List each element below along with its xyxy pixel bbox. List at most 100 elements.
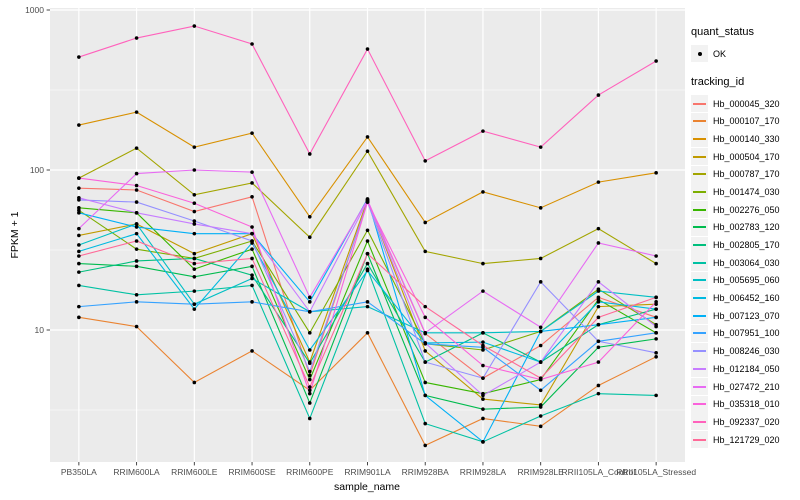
data-point [250,225,254,229]
x-tick-label: RRII105LA_Control [562,467,636,477]
legend-label: Hb_035318_010 [713,399,780,410]
data-point [538,145,543,149]
data-point [77,254,81,258]
data-point [307,361,312,366]
legend-item-Hb_027472_210: Hb_027472_210 [691,378,799,396]
data-point [307,416,312,421]
data-point [134,324,139,329]
legend-key-line-icon [691,218,708,236]
data-point [596,93,601,97]
data-point [77,206,81,210]
data-point [654,254,658,258]
series-points-Hb_000107_170 [77,315,658,448]
legend-label: Hb_006452_160 [713,293,780,304]
series-points-Hb_092337_020 [77,24,658,163]
data-point [538,388,543,393]
legend-key-line-icon [691,236,708,254]
data-point [307,373,312,378]
legend-key-line-icon [691,271,708,289]
data-point [77,315,81,320]
legend-label: Hb_000787_170 [713,169,780,180]
data-point [307,391,312,396]
data-point [538,280,543,284]
legend-item-Hb_000140_330: Hb_000140_330 [691,130,799,148]
legend-item-Hb_000787_170: Hb_000787_170 [691,165,799,183]
data-point [77,270,81,274]
legend-label: Hb_092337_020 [713,416,780,427]
x-axis-title: sample_name [334,481,400,493]
legend-label: Hb_008246_030 [713,346,780,357]
data-point [307,295,312,300]
data-point [538,376,543,380]
data-point [307,235,312,240]
data-point [596,315,601,320]
data-point [250,181,254,185]
data-point [250,300,254,304]
data-point [538,405,543,409]
legend-key-line-icon [691,183,708,201]
data-point [423,220,428,225]
data-point [134,225,139,229]
legend-item-list: Hb_000045_320 Hb_000107_170 Hb_000140_330 H… [691,95,799,449]
data-point [134,146,139,150]
data-point [365,300,370,304]
data-point [481,340,485,344]
data-point [481,331,485,335]
data-point [77,226,81,231]
data-point [654,331,658,335]
data-point [654,307,658,311]
data-point [250,42,254,46]
data-point [596,300,601,304]
data-point [134,231,139,236]
x-tick-label: RRIM600LA [113,467,160,477]
data-point [596,360,601,364]
legend-key-line-icon [691,307,708,325]
data-point [481,393,485,398]
data-point [192,192,197,197]
data-point [365,331,370,335]
x-tick-label: RRIM600LE [171,467,218,477]
legend-item-Hb_035318_010: Hb_035318_010 [691,395,799,413]
legend-key-line-icon [691,148,708,166]
data-point [538,325,543,330]
data-point [134,188,139,192]
data-point [423,315,428,320]
x-tick-label: RRIM600PE [286,467,334,477]
data-point [134,200,139,204]
legend-key-line-icon [691,95,708,113]
data-point [134,259,139,263]
data-point [423,360,428,364]
data-point [192,209,197,214]
series-points-Hb_002783_120 [77,251,658,411]
data-point [596,391,601,396]
legend-key-line-icon [691,431,708,449]
data-point [596,345,601,350]
data-point [250,131,254,135]
data-point [481,407,485,411]
data-point [423,380,428,385]
legend-label: Hb_001474_030 [713,186,780,197]
data-point [77,261,81,266]
data-point [423,159,428,163]
data-point [77,211,81,215]
data-point [654,354,658,359]
data-point [134,247,139,251]
data-point [192,251,197,256]
data-point [250,170,254,174]
data-point [538,206,543,210]
legend-key-line-icon [691,378,708,396]
data-point [365,251,370,256]
x-tick-label: RRIM928LE [518,467,565,477]
data-point [250,247,254,251]
legend-item-Hb_092337_020: Hb_092337_020 [691,413,799,431]
legend-item-Hb_002783_120: Hb_002783_120 [691,218,799,237]
legend-label: Hb_000107_170 [713,116,780,127]
legend-key-line-icon [691,324,708,342]
data-point [654,295,658,300]
data-point [481,440,485,444]
data-point [192,302,197,306]
legend-item-ok: OK [691,45,799,63]
legend-tracking-id-title: tracking_id [691,75,745,88]
legend-key-line-icon [691,201,708,219]
data-point [365,47,370,51]
